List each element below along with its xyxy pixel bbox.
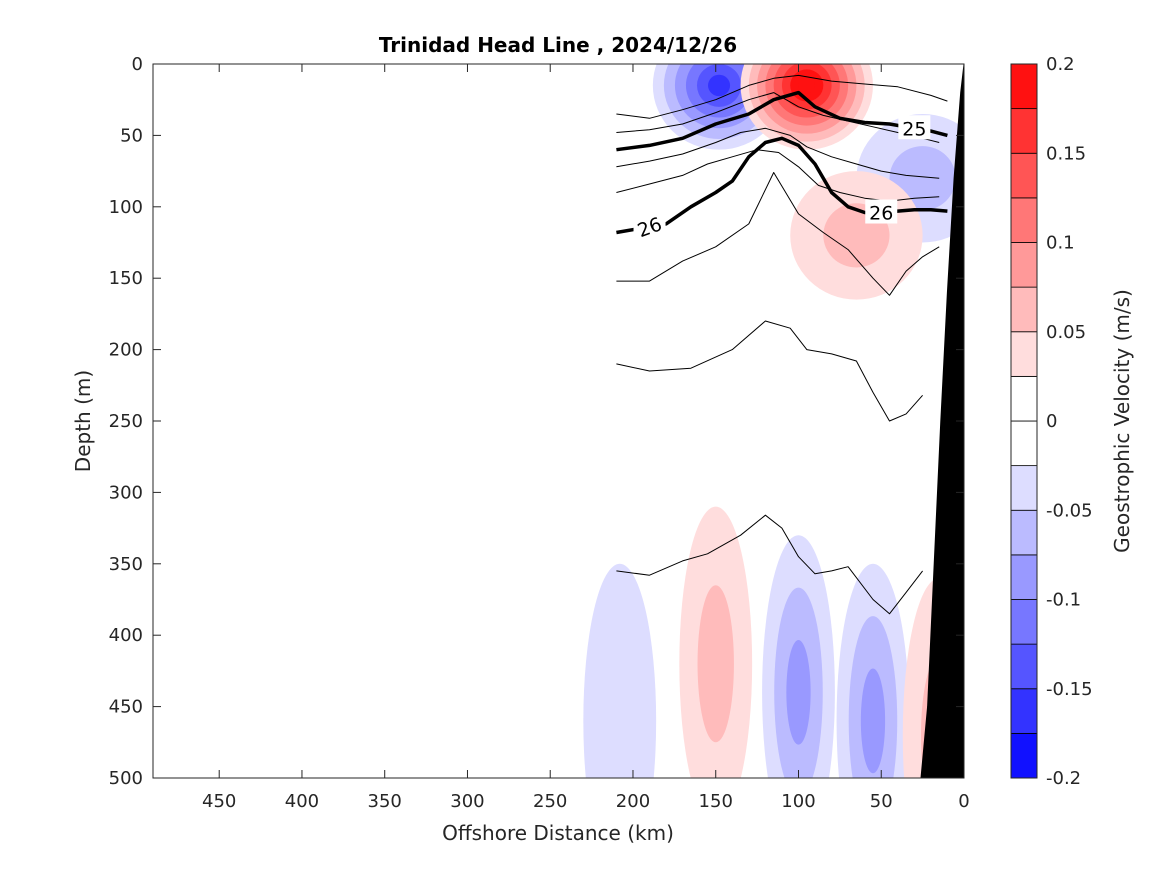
colorbar-bin [1010, 643, 1038, 690]
colorbar-bin [1010, 599, 1038, 645]
colorbar-tick-label: 0 [1046, 411, 1057, 432]
x-tick-label: 50 [870, 791, 893, 812]
x-tick-label: 450 [202, 791, 236, 812]
contour-label-bg [865, 199, 898, 224]
velocity-feature-positive [790, 171, 923, 300]
colorbar-bin [1010, 286, 1038, 333]
y-tick-label: 250 [109, 411, 143, 432]
colorbar-bin [1010, 375, 1038, 422]
velocity-band [798, 77, 816, 94]
chart-title: Trinidad Head Line , 2024/12/26 [379, 33, 737, 57]
colorbar-bin [1010, 688, 1038, 734]
density-contour-bold [616, 136, 948, 235]
velocity-feature-negative [836, 563, 910, 778]
x-tick-label: 250 [533, 791, 567, 812]
colorbar-tick-label: -0.2 [1046, 768, 1081, 789]
y-tick-label: 300 [109, 482, 143, 503]
colorbar-bin [1010, 63, 1038, 110]
velocity-band [697, 585, 734, 743]
colorbar-bin [1010, 732, 1038, 779]
density-contour [616, 74, 948, 119]
velocity-band [583, 563, 657, 778]
colorbar-bin [1010, 108, 1038, 154]
velocity-band [860, 668, 886, 774]
colorbar-bin [1010, 152, 1038, 199]
colorbar-tick-label: -0.05 [1046, 500, 1093, 521]
colorbar-tick-label: 0.2 [1046, 54, 1075, 75]
x-axis-label: Offshore Distance (km) [442, 821, 674, 845]
y-tick-label: 50 [120, 125, 143, 146]
colorbar-tick-label: 0.15 [1046, 143, 1086, 164]
contour-label-26: 26 [869, 203, 893, 225]
colorbar-tick-label: 0.05 [1046, 322, 1086, 343]
y-tick-label: 100 [109, 197, 143, 218]
density-contour [616, 172, 940, 296]
colorbar-tick-label: -0.15 [1046, 679, 1093, 700]
x-tick-label: 0 [958, 791, 969, 812]
colorbar-frame [1010, 63, 1038, 779]
y-tick-label: 450 [109, 697, 143, 718]
x-tick-label: 350 [368, 791, 402, 812]
velocity-band [786, 639, 811, 745]
density-contour [616, 127, 940, 179]
y-tick-label: 400 [109, 625, 143, 646]
velocity-feature-negative [762, 535, 835, 778]
colorbar-bin [1010, 509, 1038, 556]
colorbar-bin [1010, 554, 1038, 600]
colorbar: 0.2 0.15 0.1 0.05 0 -0.05 -0.1 -0.15 -0.2 [1010, 54, 1093, 789]
colorbar-bin [1010, 242, 1038, 288]
y-tick-label: 500 [109, 768, 143, 789]
density-contour [616, 514, 923, 615]
y-axis-label: Depth (m) [71, 370, 95, 472]
colorbar-bin [1010, 331, 1038, 377]
velocity-band [708, 74, 731, 97]
colorbar-tick-label: 0.1 [1046, 233, 1075, 254]
colorbar-tick-label: -0.1 [1046, 590, 1081, 611]
contour-label-bg [898, 115, 931, 140]
density-contour [616, 92, 940, 143]
velocity-feature-positive [740, 64, 873, 150]
colorbar-bin [1010, 465, 1038, 511]
colorbar-bin [1010, 420, 1038, 467]
velocity-feature-negative [583, 563, 657, 778]
contour-label-25: 25 [902, 118, 926, 140]
colorbar-bin [1010, 197, 1038, 243]
y-tick-label: 150 [109, 268, 143, 289]
y-tick-label: 0 [132, 54, 143, 75]
velocity-feature-positive [679, 506, 753, 778]
contour-label-bg [633, 213, 666, 238]
x-tick-label: 400 [285, 791, 319, 812]
x-tick-label: 300 [450, 791, 484, 812]
x-tick-label: 150 [699, 791, 733, 812]
y-tick-label: 200 [109, 340, 143, 361]
y-tick-label: 350 [109, 554, 143, 575]
x-tick-label: 200 [616, 791, 650, 812]
colorbar-label: Geostrophic Velocity (m/s) [1110, 289, 1134, 553]
x-tick-label: 100 [781, 791, 815, 812]
density-contour [616, 320, 923, 422]
axis-ticks: 450 400 350 300 250 200 150 100 50 00501001502002… [109, 54, 970, 812]
